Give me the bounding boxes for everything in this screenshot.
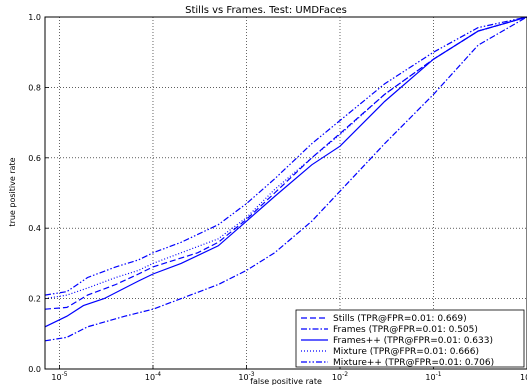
series-line-5 bbox=[44, 16, 527, 296]
series-line-1 bbox=[44, 16, 527, 310]
legend-entry-2: Frames (TPR@FPR=0.01: 0.505) bbox=[333, 325, 478, 335]
legend-box bbox=[295, 309, 525, 368]
y-tick-label: 0.8 bbox=[28, 83, 41, 92]
x-axis-label: false positive rate bbox=[250, 377, 322, 385]
x-tick-label: 10-1 bbox=[425, 371, 441, 382]
series-line-3 bbox=[44, 16, 527, 328]
plot-frame bbox=[44, 16, 527, 370]
y-tick-label: 0.0 bbox=[28, 365, 41, 374]
x-tick-label: 10-2 bbox=[332, 371, 348, 382]
chart-title: Stills vs Frames. Test: UMDFaces bbox=[185, 5, 347, 16]
legend-entry-5: Mixture++ (TPR@FPR=0.01: 0.706) bbox=[333, 358, 494, 368]
y-axis-label: true positive rate bbox=[8, 157, 17, 226]
plot-series bbox=[44, 16, 527, 342]
y-tick-label: 0.6 bbox=[28, 154, 41, 163]
x-tick-label: 10-4 bbox=[145, 371, 161, 382]
legend-entry-1: Stills (TPR@FPR=0.01: 0.669) bbox=[333, 314, 467, 324]
axis-ticks: 10-5 10-4 10-3 10-2 10-1 100 0.0 0.2 0.4 0.6 0.8 1.… bbox=[28, 13, 527, 382]
legend-entry-4: Mixture (TPR@FPR=0.01: 0.666) bbox=[333, 347, 479, 357]
x-tick-label: 10-5 bbox=[51, 371, 67, 382]
series-line-2 bbox=[44, 16, 527, 342]
y-tick-label: 1.0 bbox=[28, 13, 41, 22]
y-tick-label: 0.2 bbox=[28, 295, 41, 304]
x-tick-label: 100 bbox=[520, 371, 527, 382]
x-tick-label: 10-3 bbox=[238, 371, 254, 382]
legend: Stills (TPR@FPR=0.01: 0.669)Frames (TPR@… bbox=[295, 309, 525, 368]
series-line-4 bbox=[44, 16, 527, 300]
legend-entry-3: Frames++ (TPR@FPR=0.01: 0.633) bbox=[333, 336, 493, 346]
y-tick-label: 0.4 bbox=[28, 224, 41, 233]
